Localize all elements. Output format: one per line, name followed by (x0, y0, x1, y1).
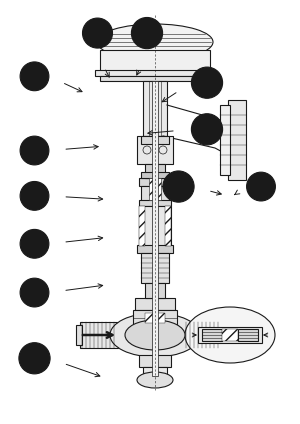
Bar (139, 178, 171, 186)
Bar (139, 200, 171, 206)
Bar (100, 50, 210, 72)
Circle shape (20, 181, 49, 210)
Bar (202, 329, 222, 341)
Text: 11: 11 (254, 181, 268, 192)
Bar (139, 206, 171, 246)
Bar (137, 136, 173, 164)
Bar (135, 298, 175, 310)
Bar (145, 313, 165, 323)
Text: 16: 16 (200, 78, 214, 88)
Bar (198, 327, 262, 343)
Bar (149, 178, 161, 200)
Bar (220, 105, 230, 175)
Bar (141, 186, 169, 202)
Text: 8: 8 (31, 287, 38, 298)
Bar (141, 136, 169, 144)
Text: 14.1: 14.1 (138, 28, 156, 38)
Text: 2: 2 (31, 145, 38, 156)
Bar (80, 322, 118, 348)
Circle shape (191, 67, 223, 98)
Circle shape (20, 278, 49, 307)
Circle shape (19, 343, 50, 374)
Circle shape (20, 62, 49, 91)
Bar (220, 325, 226, 345)
Circle shape (20, 136, 49, 165)
Ellipse shape (185, 307, 275, 363)
Bar (137, 245, 173, 253)
Bar (145, 283, 165, 298)
Circle shape (163, 171, 194, 202)
Ellipse shape (110, 313, 200, 357)
Text: 19: 19 (27, 353, 42, 363)
Circle shape (191, 114, 223, 145)
Bar (139, 206, 145, 246)
Circle shape (82, 18, 112, 48)
Bar (228, 100, 246, 180)
Bar (143, 81, 167, 136)
Ellipse shape (125, 320, 185, 350)
Bar (143, 367, 167, 377)
Text: 10: 10 (91, 28, 104, 38)
Ellipse shape (97, 24, 213, 60)
Bar (222, 329, 238, 341)
Circle shape (247, 172, 275, 201)
Text: 15: 15 (200, 124, 214, 134)
Bar (95, 70, 215, 76)
Bar (139, 355, 171, 367)
Text: 3: 3 (31, 239, 38, 249)
Text: 11.1: 11.1 (169, 182, 188, 191)
Bar (165, 206, 171, 246)
Bar (152, 81, 158, 376)
Bar (100, 76, 210, 81)
Bar (141, 172, 169, 178)
Ellipse shape (137, 372, 173, 388)
Bar (133, 310, 177, 326)
Bar (145, 164, 165, 178)
Circle shape (20, 229, 49, 258)
Bar (184, 322, 222, 348)
Bar (238, 329, 258, 341)
Text: 1: 1 (31, 71, 38, 81)
Circle shape (131, 17, 163, 49)
Bar (76, 325, 82, 345)
Text: 4: 4 (31, 191, 38, 201)
Bar (141, 253, 169, 283)
